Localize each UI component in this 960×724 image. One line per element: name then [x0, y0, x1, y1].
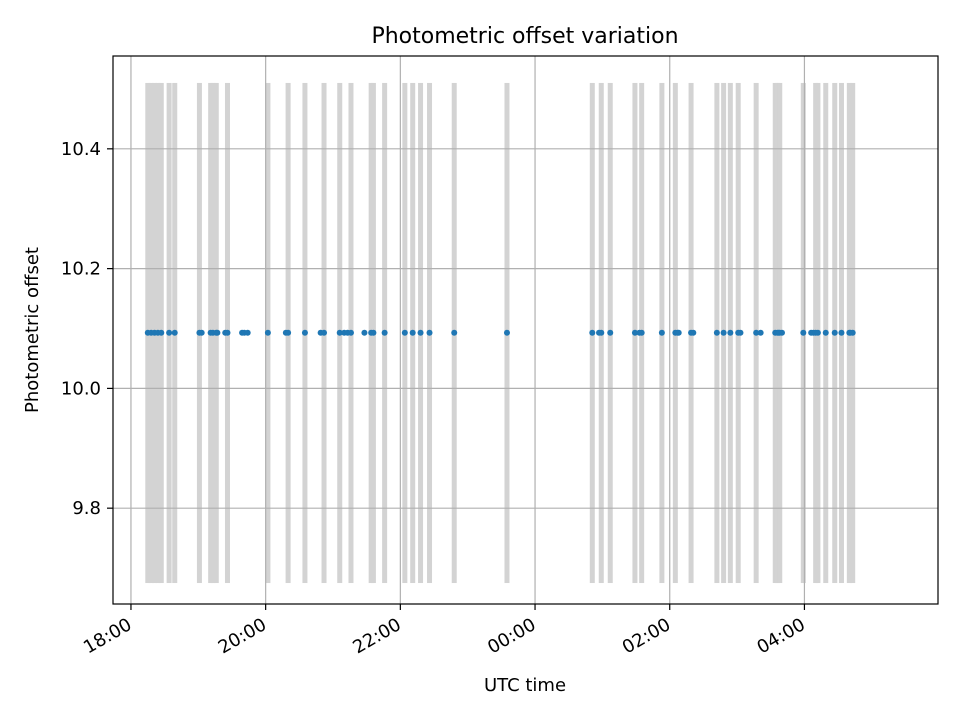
y-tick-label: 10.4	[61, 139, 101, 160]
data-point	[166, 329, 173, 336]
x-tick-label: 00:00	[484, 614, 539, 658]
data-point	[361, 329, 368, 336]
data-point	[675, 329, 682, 336]
y-tick-label: 10.2	[61, 259, 101, 280]
chart-title: Photometric offset variation	[371, 24, 678, 49]
data-point	[631, 329, 638, 336]
data-point	[598, 329, 605, 336]
data-point	[503, 329, 510, 336]
data-point	[753, 329, 760, 336]
x-tick-label: 02:00	[619, 614, 674, 658]
x-axis-ticks: 18:00 20:00 22:00 00:00 02:00 04:00	[80, 604, 809, 658]
x-tick-label: 20:00	[215, 614, 270, 658]
data-point	[690, 329, 697, 336]
data-point	[658, 329, 665, 336]
data-point	[607, 329, 614, 336]
data-point	[301, 329, 308, 336]
data-point	[800, 329, 807, 336]
data-point	[822, 329, 829, 336]
y-axis-ticks: 9.8 10.0 10.2 10.4	[61, 139, 113, 519]
data-point	[638, 329, 645, 336]
data-point	[214, 329, 221, 336]
data-point	[727, 329, 734, 336]
data-point	[838, 329, 845, 336]
data-points	[144, 329, 856, 336]
data-point	[417, 329, 424, 336]
x-axis-label: UTC time	[484, 675, 566, 696]
x-tick-label: 22:00	[349, 614, 404, 658]
data-point	[451, 329, 458, 336]
data-point	[757, 329, 764, 336]
data-point	[198, 329, 205, 336]
data-point	[244, 329, 251, 336]
data-point	[849, 329, 856, 336]
data-point	[737, 329, 744, 336]
y-tick-label: 10.0	[61, 378, 101, 399]
x-tick-label: 04:00	[754, 614, 809, 658]
data-point	[285, 329, 292, 336]
data-point	[347, 329, 354, 336]
data-point	[224, 329, 231, 336]
data-point	[171, 329, 178, 336]
data-point	[814, 329, 821, 336]
data-point	[381, 329, 388, 336]
data-point	[720, 329, 727, 336]
data-point	[401, 329, 408, 336]
x-tick-label: 18:00	[80, 614, 135, 658]
y-axis-label: Photometric offset	[22, 247, 43, 413]
data-point	[264, 329, 271, 336]
data-point	[409, 329, 416, 336]
data-point	[589, 329, 596, 336]
data-point	[713, 329, 720, 336]
data-point	[321, 329, 328, 336]
data-point	[426, 329, 433, 336]
grid-lines	[113, 56, 938, 604]
data-point	[778, 329, 785, 336]
data-point	[831, 329, 838, 336]
data-point	[158, 329, 165, 336]
y-tick-label: 9.8	[72, 498, 101, 519]
data-point	[336, 329, 343, 336]
plot-frame	[112, 55, 939, 605]
data-point	[370, 329, 377, 336]
